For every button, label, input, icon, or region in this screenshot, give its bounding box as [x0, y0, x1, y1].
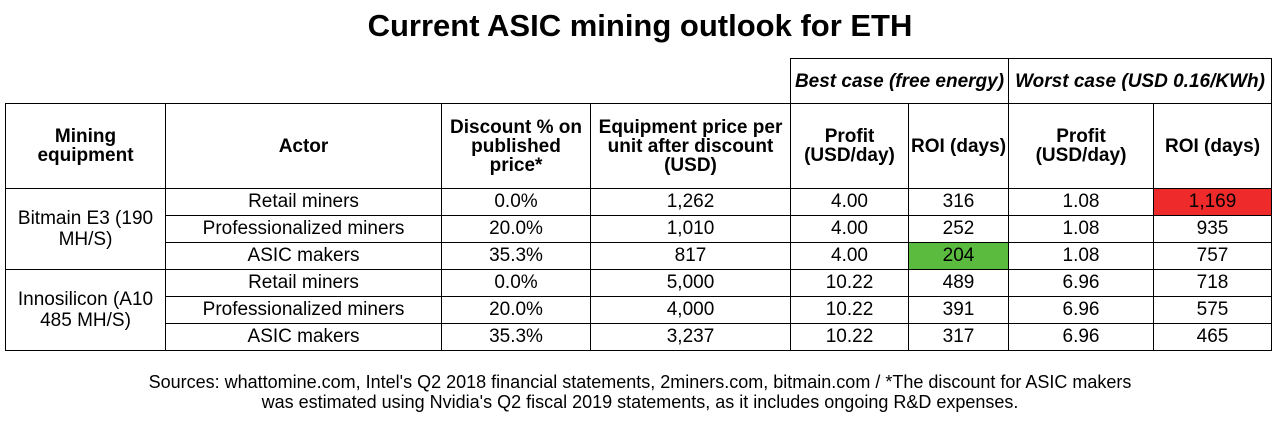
equipment-cell: Bitmain E3 (190 MH/S) [5, 188, 166, 270]
group-header-row: Best case (free energy) Worst case (USD … [5, 58, 1273, 104]
best-roi-cell: 391 [907, 296, 1010, 324]
discount-cell: 20.0% [441, 296, 591, 324]
table-row: Professionalized miners 20.0% 1,010 4.00… [6, 215, 1273, 243]
sources-footnote: Sources: whattomine.com, Intel's Q2 2018… [0, 372, 1280, 412]
best-roi-cell: 316 [907, 188, 1010, 216]
worst-profit-cell: 6.96 [1008, 269, 1155, 297]
col-header-discount: Discount % on published price* [441, 103, 591, 189]
best-roi-cell: 317 [907, 323, 1010, 351]
actor-cell: Professionalized miners [165, 215, 442, 243]
col-header-actor: Actor [165, 103, 442, 189]
col-header-equipment-price: Equipment price per unit after discount … [590, 103, 791, 189]
best-roi-cell-highlight-green: 204 [907, 242, 1010, 270]
table-row: Professionalized miners 20.0% 4,000 10.2… [6, 296, 1273, 324]
discount-cell: 35.3% [441, 242, 591, 270]
worst-roi-cell: 575 [1153, 296, 1273, 324]
sources-line-1: Sources: whattomine.com, Intel's Q2 2018… [148, 372, 1132, 392]
actor-cell: ASIC makers [165, 242, 442, 270]
worst-profit-cell: 6.96 [1008, 323, 1155, 351]
price-cell: 817 [590, 242, 791, 270]
chart-title: Current ASIC mining outlook for ETH [367, 8, 913, 43]
group-header-worst-case: Worst case (USD 0.16/KWh) [1008, 58, 1273, 104]
table-row: ASIC makers 35.3% 3,237 10.22 317 6.96 4… [6, 323, 1273, 351]
best-profit-cell: 10.22 [790, 323, 909, 351]
price-cell: 1,262 [590, 188, 791, 216]
table-row: ASIC makers 35.3% 817 4.00 204 1.08 757 [6, 242, 1273, 270]
discount-cell: 35.3% [441, 323, 591, 351]
price-cell: 4,000 [590, 296, 791, 324]
best-profit-cell: 4.00 [790, 242, 909, 270]
worst-profit-cell: 6.96 [1008, 296, 1155, 324]
worst-roi-cell: 465 [1153, 323, 1273, 351]
table-row: Innosilicon (A10 485 MH/S) Retail miners… [5, 269, 1273, 351]
worst-profit-cell: 1.08 [1008, 242, 1155, 270]
best-profit-cell: 10.22 [790, 269, 909, 297]
discount-cell: 0.0% [441, 188, 591, 216]
worst-roi-cell: 935 [1153, 215, 1273, 243]
price-cell: 3,237 [590, 323, 791, 351]
table-row: Bitmain E3 (190 MH/S) Retail miners 0.0%… [5, 188, 1273, 270]
actor-cell: ASIC makers [165, 323, 442, 351]
best-profit-cell: 4.00 [790, 188, 909, 216]
worst-roi-cell: 718 [1153, 269, 1273, 297]
actor-cell: Professionalized miners [165, 296, 442, 324]
worst-roi-cell-highlight-red: 1,169 [1153, 188, 1273, 216]
col-header-worst-profit: Profit (USD/day) [1008, 103, 1155, 189]
actor-cell: Retail miners [165, 188, 442, 216]
price-cell: 5,000 [590, 269, 791, 297]
best-profit-cell: 10.22 [790, 296, 909, 324]
col-header-worst-roi: ROI (days) [1153, 103, 1273, 189]
actor-cell: Retail miners [165, 269, 442, 297]
header-blank-cell [5, 58, 791, 104]
worst-profit-cell: 1.08 [1008, 215, 1155, 243]
group-header-best-case: Best case (free energy) [789, 58, 1010, 104]
worst-profit-cell: 1.08 [1008, 188, 1155, 216]
discount-cell: 0.0% [441, 269, 591, 297]
best-roi-cell: 489 [907, 269, 1010, 297]
price-cell: 1,010 [590, 215, 791, 243]
sources-line-2: was estimated using Nvidia's Q2 fiscal 2… [261, 392, 1019, 412]
column-header-row: Mining equipment Actor Discount % on pub… [5, 103, 1273, 189]
discount-cell: 20.0% [441, 215, 591, 243]
col-header-best-profit: Profit (USD/day) [790, 103, 909, 189]
equipment-cell: Innosilicon (A10 485 MH/S) [5, 269, 166, 351]
worst-roi-cell: 757 [1153, 242, 1273, 270]
best-roi-cell: 252 [907, 215, 1010, 243]
best-profit-cell: 4.00 [790, 215, 909, 243]
col-header-mining-equipment: Mining equipment [5, 103, 166, 189]
col-header-best-roi: ROI (days) [907, 103, 1010, 189]
mining-outlook-table: Best case (free energy) Worst case (USD … [5, 58, 1273, 351]
